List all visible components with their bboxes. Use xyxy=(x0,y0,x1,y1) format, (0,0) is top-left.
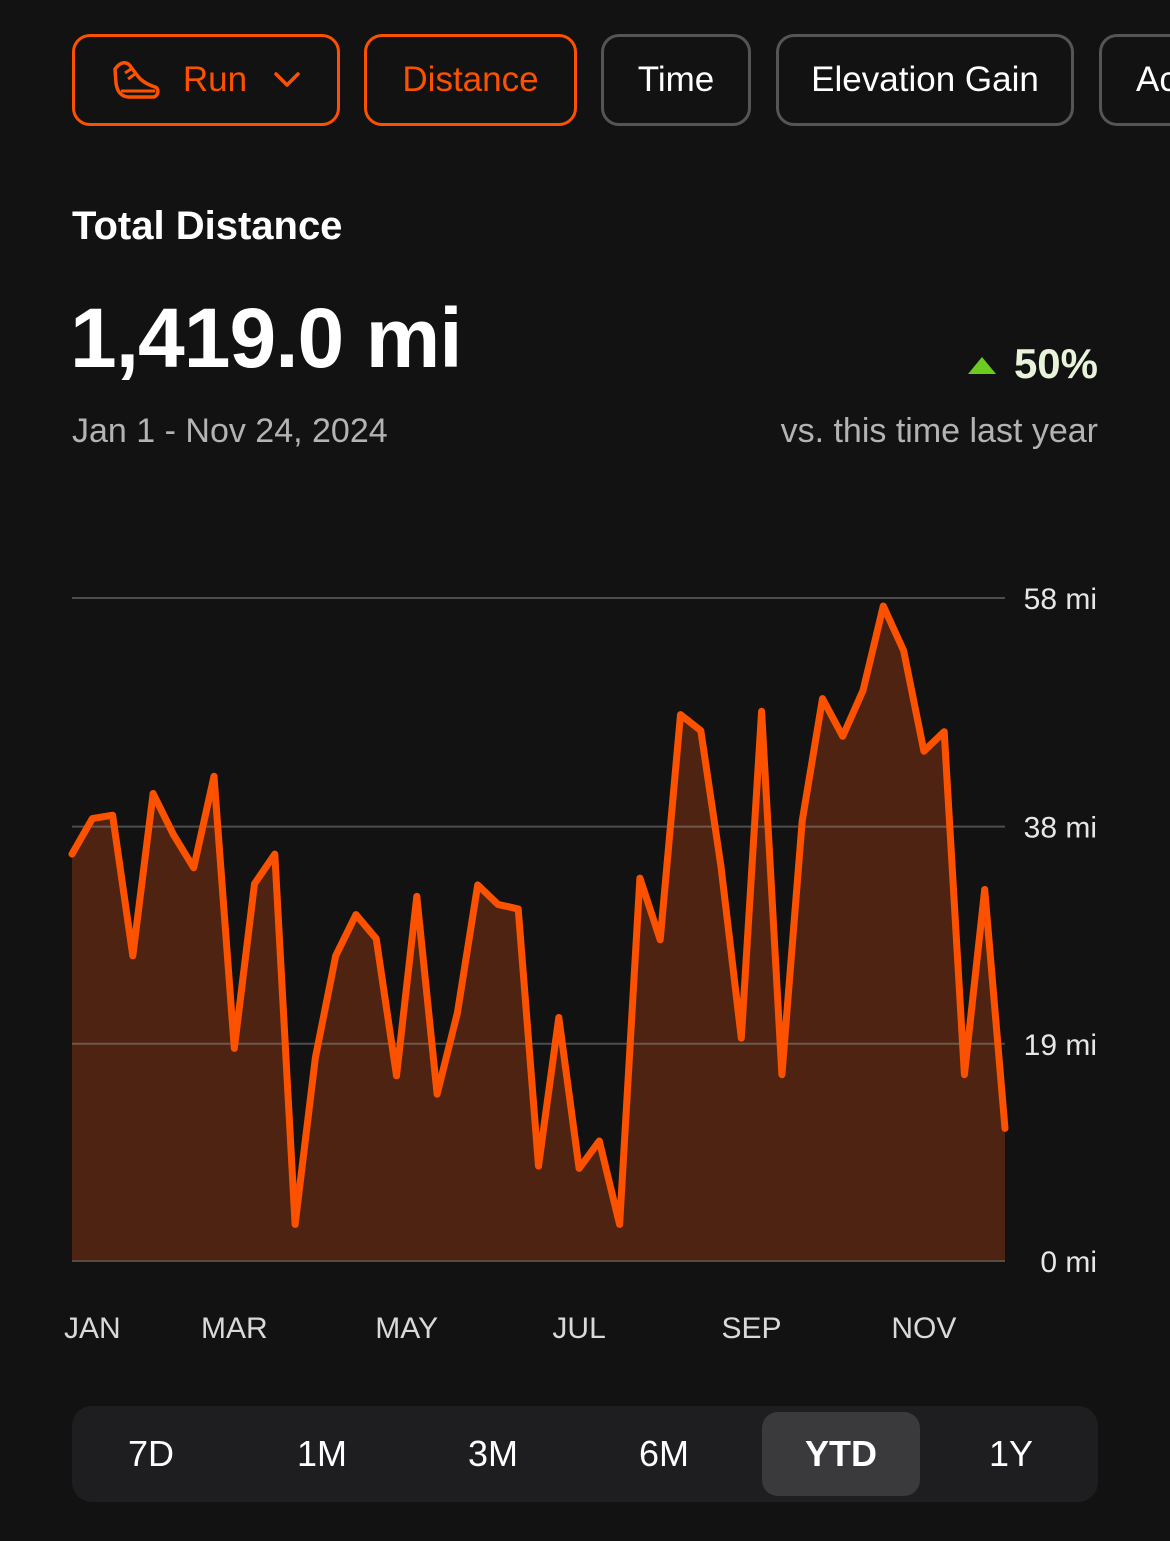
data-point xyxy=(982,887,987,892)
data-point xyxy=(435,1092,440,1097)
data-point xyxy=(394,1073,399,1078)
metric-chip-elevation-gain[interactable]: Elevation Gain xyxy=(776,34,1074,126)
range-tab-label: 7D xyxy=(127,1433,175,1474)
data-point xyxy=(739,1036,744,1041)
range-tab-label: YTD xyxy=(805,1433,877,1474)
range-tab-6m[interactable]: 6M xyxy=(585,1412,743,1496)
data-point xyxy=(536,1164,541,1169)
data-point xyxy=(110,813,115,818)
data-point xyxy=(191,865,196,870)
metric-chip-distance[interactable]: Distance xyxy=(364,34,577,126)
change-note: vs. this time last year xyxy=(780,412,1098,450)
chevron-down-icon xyxy=(273,71,301,89)
data-point xyxy=(556,1015,561,1020)
data-point xyxy=(658,937,663,942)
data-point xyxy=(597,1139,602,1143)
range-tab-1m[interactable]: 1M xyxy=(243,1412,401,1496)
data-point xyxy=(374,936,379,941)
data-point xyxy=(232,1046,237,1051)
x-tick-label: JAN xyxy=(63,1312,121,1345)
metric-chip-label: Distance xyxy=(402,60,539,99)
data-point xyxy=(759,709,764,714)
data-point xyxy=(414,894,419,899)
data-point xyxy=(698,728,703,733)
data-point xyxy=(495,902,500,907)
metric-chip-label: Time xyxy=(637,60,715,99)
range-tab-label: 1Y xyxy=(988,1433,1034,1474)
range-tab-label: 1M xyxy=(296,1433,347,1474)
x-tick-label: JUL xyxy=(552,1312,606,1345)
data-point xyxy=(130,953,135,958)
data-point xyxy=(637,876,642,881)
data-point xyxy=(820,696,825,701)
data-point xyxy=(800,818,805,823)
metric-chip-label: Ac xyxy=(1136,60,1170,99)
data-point xyxy=(293,1222,298,1227)
running-shoe-icon xyxy=(111,57,161,103)
data-point xyxy=(272,852,277,857)
total-distance-value: 1,419.0 mi xyxy=(70,291,463,385)
range-tab-1y[interactable]: 1Y xyxy=(932,1412,1090,1496)
range-tab-label: 6M xyxy=(638,1433,689,1474)
sport-label: Run xyxy=(182,60,248,99)
data-point xyxy=(333,953,338,958)
data-point xyxy=(475,882,480,887)
metric-chip-partial[interactable]: Ac xyxy=(1099,34,1170,126)
sport-selector-button[interactable]: Run xyxy=(72,34,340,126)
data-point xyxy=(212,774,216,779)
data-point xyxy=(313,1055,318,1060)
area-fill xyxy=(72,606,1005,1261)
time-range-tabs: 7D 1M 3M 6M YTD 1Y xyxy=(72,1406,1098,1502)
data-point xyxy=(617,1222,622,1227)
data-point xyxy=(70,852,74,857)
date-range: Jan 1 - Nov 24, 2024 xyxy=(72,412,388,450)
range-tab-label: 3M xyxy=(467,1433,518,1474)
metric-chip-label: Elevation Gain xyxy=(811,60,1039,99)
data-point xyxy=(151,791,156,796)
x-tick-label: SEP xyxy=(721,1312,782,1345)
y-tick-label: 19 mi xyxy=(1024,1029,1097,1062)
filter-bar: Run Distance Time Elevation Gain Ac xyxy=(72,34,1170,130)
data-point xyxy=(678,712,683,717)
x-tick-label: MAY xyxy=(375,1312,439,1345)
range-tab-ytd[interactable]: YTD xyxy=(762,1412,920,1496)
range-tab-7d[interactable]: 7D xyxy=(72,1412,230,1496)
distance-area-chart: 58 mi 38 mi 19 mi 0 mi xyxy=(68,583,1097,1279)
data-point xyxy=(840,734,845,739)
change-percent: 50% xyxy=(1013,340,1098,387)
data-point xyxy=(942,729,947,734)
y-tick-label: 38 mi xyxy=(1024,812,1097,845)
x-tick-label: MAR xyxy=(200,1312,268,1345)
range-tab-3m[interactable]: 3M xyxy=(414,1412,572,1496)
data-point xyxy=(455,1010,460,1015)
data-point xyxy=(516,906,521,911)
y-tick-label: 58 mi xyxy=(1024,583,1097,616)
data-point xyxy=(171,832,176,837)
data-point xyxy=(252,881,257,886)
data-point xyxy=(577,1166,582,1171)
data-point xyxy=(719,864,723,869)
data-point xyxy=(90,816,95,821)
data-point xyxy=(1003,1126,1007,1131)
data-point xyxy=(962,1072,967,1077)
y-tick-label: 0 mi xyxy=(1040,1246,1097,1279)
data-point xyxy=(779,1072,784,1077)
x-tick-label: NOV xyxy=(891,1312,957,1345)
change-indicator: 50% xyxy=(967,340,1098,388)
data-point xyxy=(881,604,886,608)
x-axis-labels: JAN MAR MAY JUL SEP NOV xyxy=(0,1312,1170,1356)
up-triangle-icon xyxy=(967,356,996,374)
data-point xyxy=(901,648,906,653)
data-point xyxy=(861,688,865,693)
metric-chip-time[interactable]: Time xyxy=(601,34,751,126)
chart-title: Total Distance xyxy=(72,204,343,248)
data-point xyxy=(354,912,358,917)
data-point xyxy=(921,749,926,754)
